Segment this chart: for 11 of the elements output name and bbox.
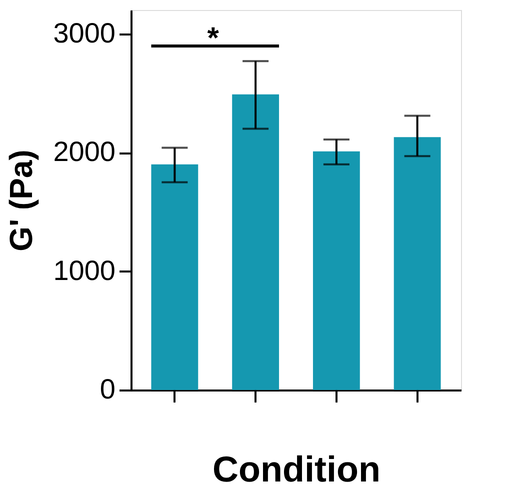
bar — [312, 151, 360, 390]
y-tick-label: 1000 — [53, 254, 116, 286]
bar — [394, 137, 441, 390]
bar — [151, 164, 198, 390]
y-axis-title: G' (Pa) — [3, 150, 40, 252]
x-axis-title: Condition — [212, 448, 380, 490]
y-tick-label: 0 — [100, 374, 116, 404]
y-tick-label: 3000 — [53, 17, 116, 48]
y-tick-label: 2000 — [53, 136, 116, 167]
annotation: * — [207, 22, 220, 55]
bar — [232, 94, 280, 390]
